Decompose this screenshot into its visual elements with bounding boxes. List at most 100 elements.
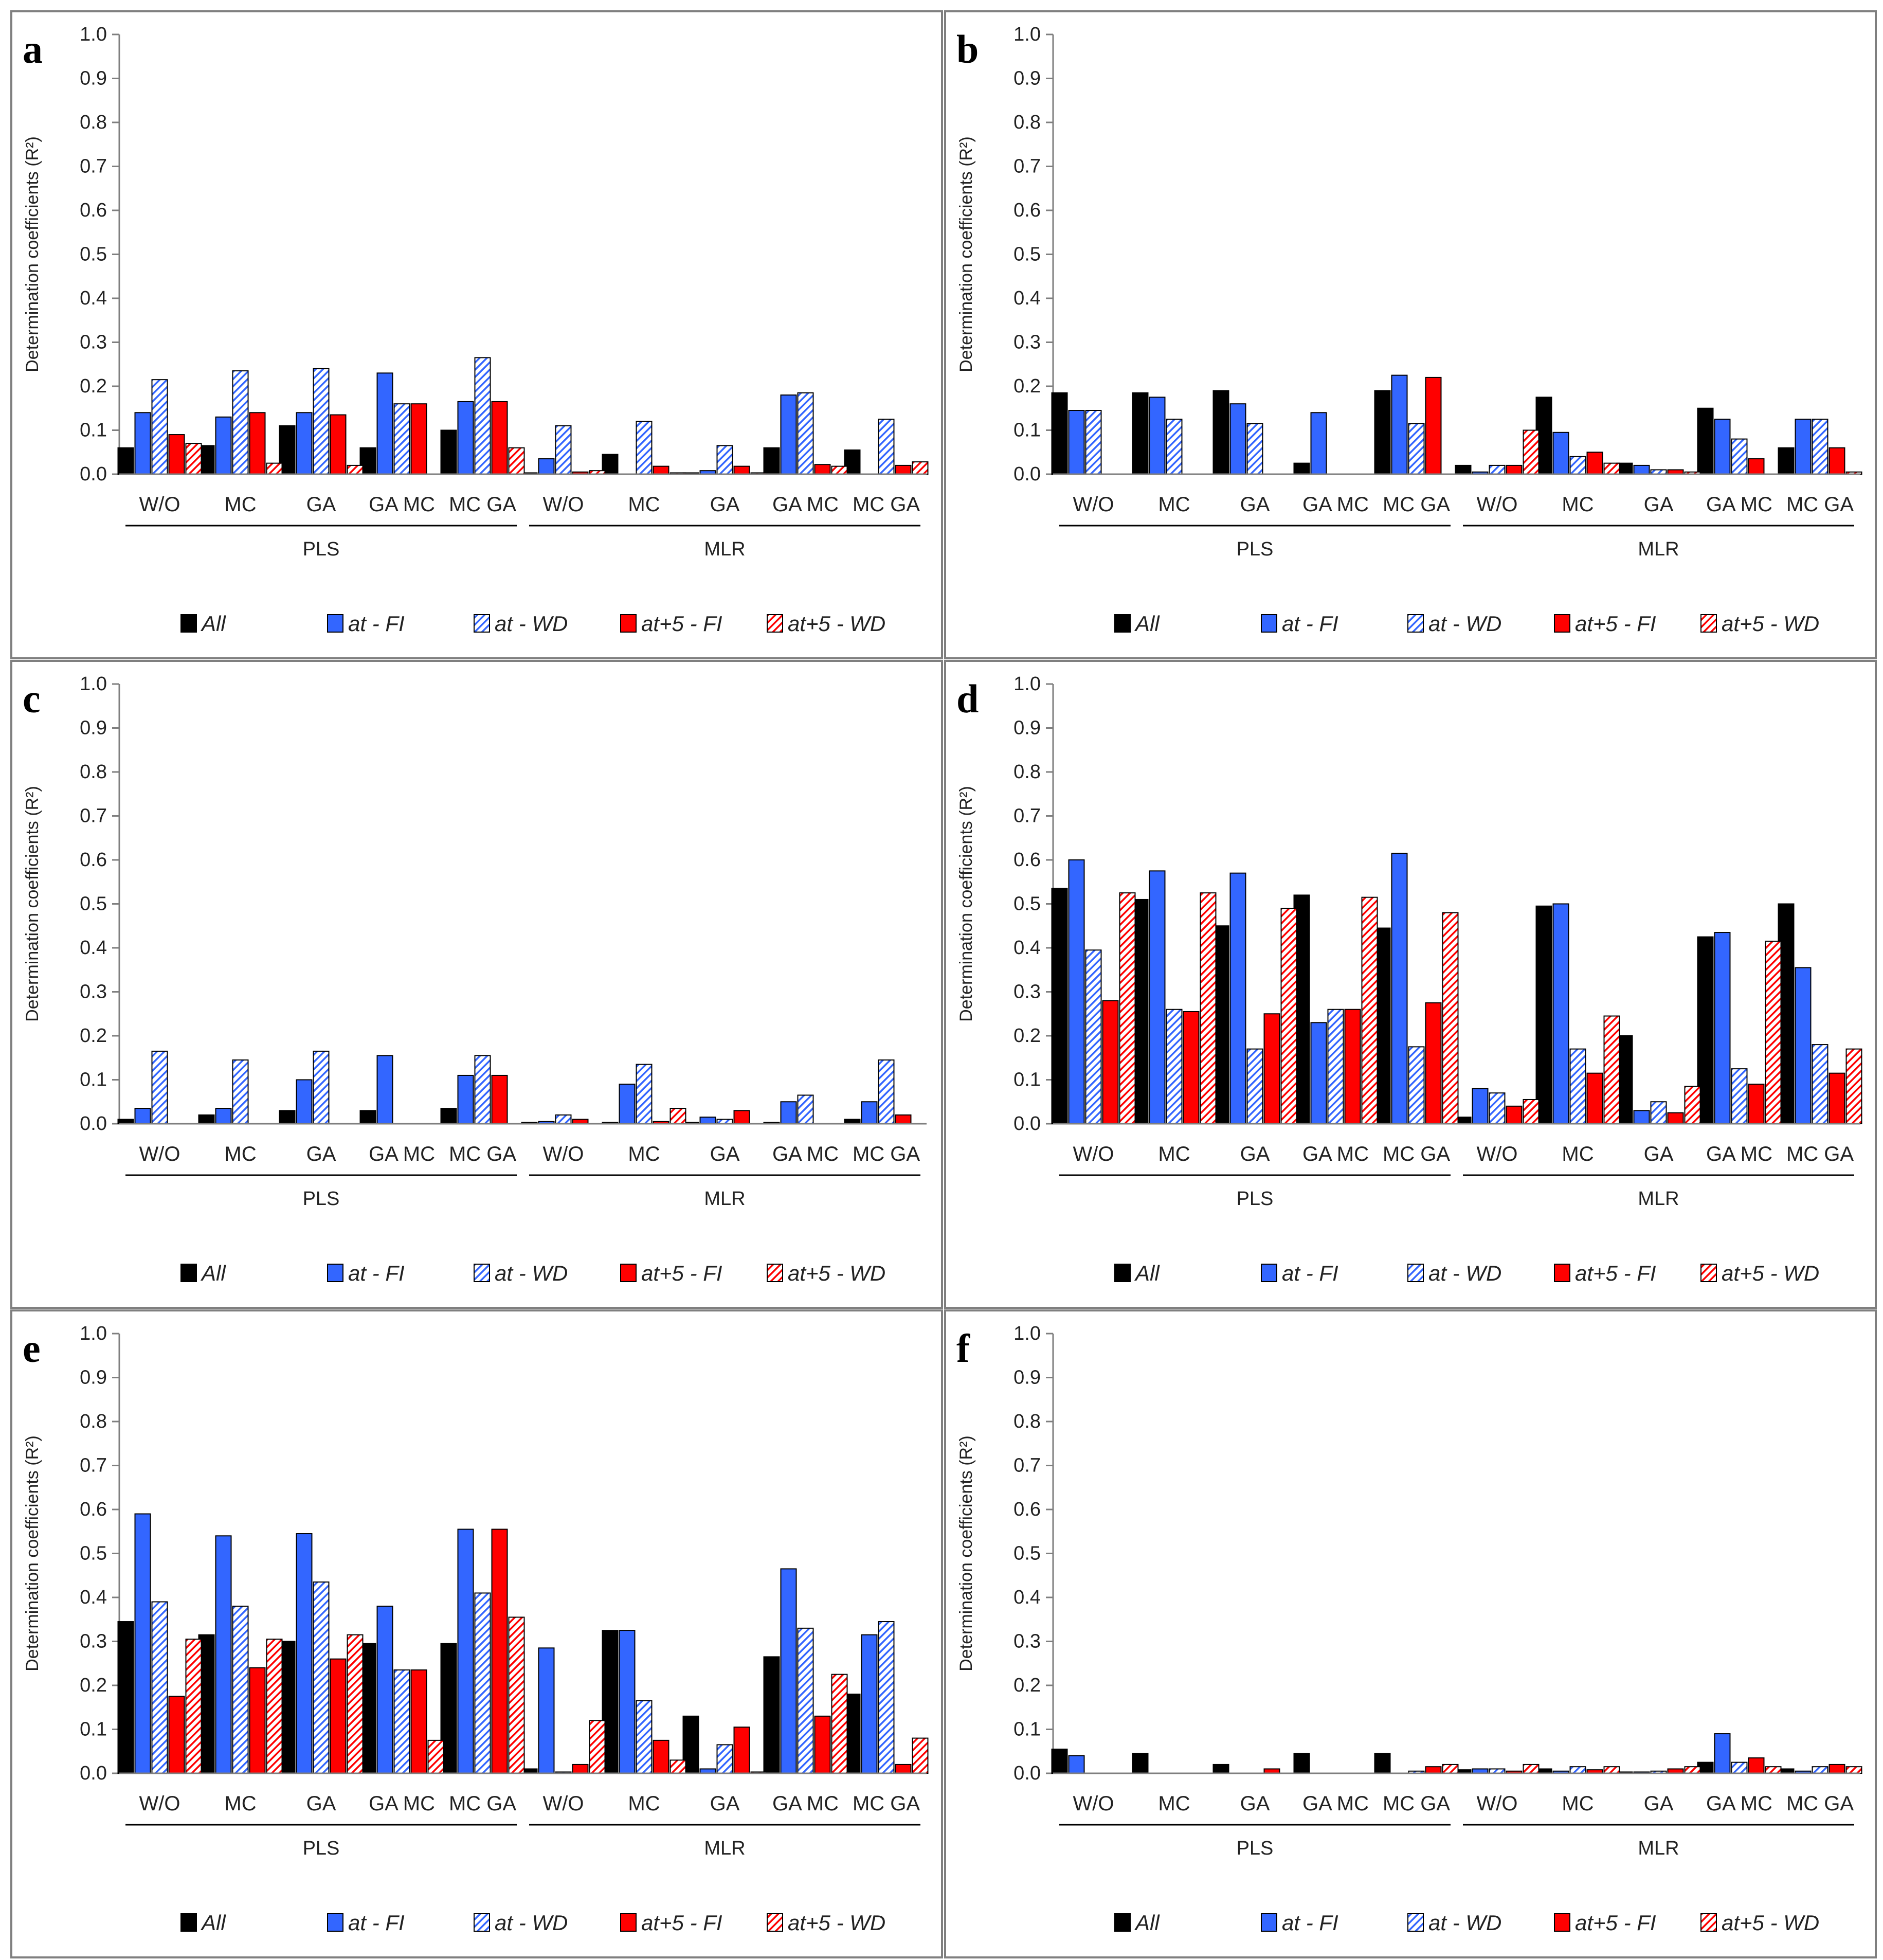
bar-at-5-fi-4: [1425, 1002, 1442, 1124]
category-label: MC: [1562, 1792, 1594, 1815]
bar-at-5-wd-3: [427, 1739, 444, 1774]
legend-swatch: [1407, 1264, 1424, 1282]
legend-label: at - WD: [1428, 1261, 1501, 1285]
y-tick-label: 0.9: [1013, 68, 1041, 89]
y-axis-title: Determination coefficients (R²): [956, 136, 976, 372]
bar-at-5-wd-0: [185, 1639, 202, 1774]
category-label: GA: [1240, 1792, 1270, 1815]
bar-at-fi-5: [538, 1647, 555, 1774]
bar-at-5-fi-5: [1506, 1105, 1523, 1125]
y-tick-label: 0.3: [1013, 332, 1041, 353]
bar-at-5-fi-6: [653, 1739, 669, 1774]
category-label: MC GA: [449, 1792, 516, 1815]
group-label: MLR: [1638, 538, 1679, 560]
bar-at-5-fi-3: [410, 1669, 427, 1774]
bar-at-5-fi-7: [733, 1110, 750, 1125]
category-label: MC: [1562, 1143, 1594, 1165]
bar-at-fi-4: [1391, 853, 1408, 1125]
bar-all-4: [1374, 1753, 1391, 1774]
bar-at-5-wd-2: [347, 464, 364, 475]
legend-label: at+5 - FI: [1575, 1261, 1656, 1285]
bar-at-5-fi-9: [895, 464, 912, 475]
panel-letter: b: [956, 27, 979, 71]
y-tick-label: 0.9: [80, 68, 107, 89]
bar-at-wd-7: [716, 1744, 733, 1774]
y-tick-label: 1.0: [1013, 673, 1041, 695]
bar-at-wd-1: [232, 1059, 249, 1124]
category-label: W/O: [1477, 493, 1518, 516]
bar-at-wd-9: [878, 1059, 895, 1124]
y-tick-label: 0.0: [80, 463, 107, 485]
category-label: W/O: [139, 1792, 180, 1815]
bar-at-fi-5: [1472, 1088, 1489, 1125]
legend-label: at - FI: [1282, 1911, 1338, 1935]
category-label: MC GA: [449, 493, 516, 516]
y-tick-label: 0.6: [80, 1499, 107, 1520]
y-tick-label: 0.9: [1013, 717, 1041, 739]
y-tick-label: 0.4: [1013, 1587, 1041, 1608]
legend-swatch: [620, 614, 637, 633]
legend-swatch: [1700, 614, 1717, 633]
category-label: W/O: [1073, 1792, 1114, 1815]
bar-at-wd-2: [313, 1050, 330, 1125]
bar-at-wd-9: [1812, 419, 1828, 475]
bar-at-wd-8: [1731, 1068, 1748, 1124]
bar-at-5-wd-4: [508, 447, 525, 475]
y-tick-label: 0.2: [1013, 375, 1041, 397]
bar-at-5-fi-4: [491, 1529, 508, 1774]
y-axis-title: Determination coefficients (R²): [23, 136, 42, 372]
chart-panel-f: f 0.0 0.1 0.2 0.3 0.4 0.5 0.6 0.7 0.8 0.9 1.0 Determ…: [944, 1309, 1877, 1958]
bar-all-3: [1293, 1753, 1310, 1774]
category-label: GA MC: [369, 493, 435, 516]
legend-label: at - WD: [1428, 612, 1501, 636]
y-tick-label: 0.0: [1013, 1113, 1041, 1135]
category-label: GA MC: [369, 1792, 435, 1815]
bar-all-4: [440, 429, 457, 475]
bar-at-5-wd-6: [669, 1759, 686, 1774]
bar-at-wd-0: [151, 1050, 168, 1125]
bar-at-fi-3: [376, 372, 393, 475]
category-label: GA: [306, 1792, 336, 1815]
category-label: GA: [710, 1792, 740, 1815]
category-label: GA: [306, 1143, 336, 1165]
bar-at-wd-5: [555, 1114, 572, 1124]
y-tick-label: 0.8: [1013, 1411, 1041, 1432]
panel-letter: e: [23, 1326, 41, 1371]
bar-at-fi-8: [1714, 932, 1731, 1124]
bar-at-5-wd-1: [1200, 892, 1217, 1124]
bar-at-fi-9: [1795, 967, 1812, 1124]
bar-at-wd-8: [1731, 1761, 1748, 1774]
legend-swatch: [1554, 1264, 1570, 1282]
legend-label: at+5 - WD: [788, 1911, 885, 1935]
category-label: W/O: [543, 493, 584, 516]
bar-at-fi-1: [215, 1535, 232, 1774]
bar-at-wd-0: [151, 379, 168, 475]
y-tick-label: 0.5: [1013, 244, 1041, 265]
category-label: GA MC: [1706, 1143, 1772, 1165]
bar-at-wd-8: [797, 392, 814, 475]
bar-at-fi-7: [1633, 464, 1650, 475]
bar-all-5: [1455, 464, 1472, 475]
y-tick-label: 0.0: [1013, 463, 1041, 485]
y-tick-label: 0.8: [80, 761, 107, 783]
bar-at-wd-2: [313, 368, 330, 475]
bar-at-5-fi-1: [249, 412, 266, 475]
bar-at-wd-1: [232, 1606, 249, 1774]
category-label: MC: [1158, 1143, 1190, 1165]
legend-swatch: [1407, 1913, 1424, 1932]
bar-at-5-wd-8: [1765, 941, 1782, 1125]
category-label: GA MC: [1706, 1792, 1772, 1815]
bar-all-0: [1051, 1748, 1068, 1774]
legend-swatch: [1114, 1264, 1131, 1282]
bar-at-wd-6: [1569, 1048, 1586, 1125]
bar-at-wd-4: [474, 1055, 491, 1125]
y-tick-label: 0.9: [80, 1367, 107, 1389]
y-tick-label: 0.6: [80, 200, 107, 221]
bar-at-fi-4: [1391, 374, 1408, 475]
bar-at-fi-7: [699, 1117, 716, 1125]
bar-at-5-fi-8: [1748, 1757, 1765, 1774]
y-tick-label: 0.7: [80, 1455, 107, 1477]
bar-at-5-fi-3: [1344, 1009, 1361, 1124]
legend-label: at - WD: [495, 1911, 568, 1935]
bar-at-fi-3: [376, 1055, 393, 1125]
